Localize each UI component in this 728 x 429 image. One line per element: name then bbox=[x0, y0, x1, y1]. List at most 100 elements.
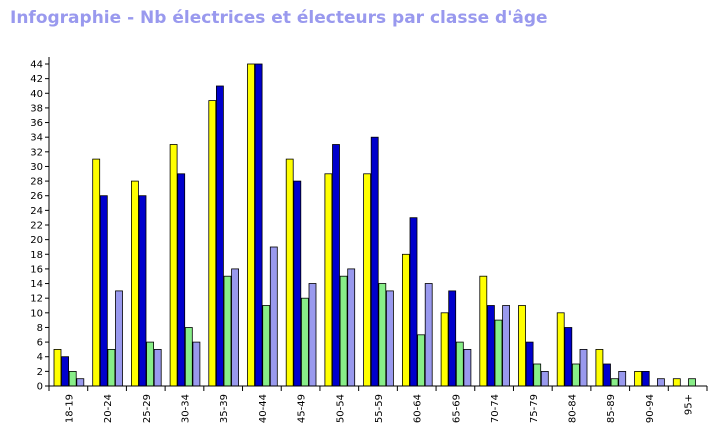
bar-25-29-s3 bbox=[153, 348, 162, 387]
bar-30-34-s1 bbox=[177, 173, 186, 387]
bar-20-24-s0 bbox=[92, 158, 101, 387]
bar-30-34-s2 bbox=[184, 327, 193, 387]
y-tick-label-24: 24 bbox=[30, 206, 43, 217]
bar-65-69-s0 bbox=[440, 312, 449, 387]
y-tick-label-2: 2 bbox=[37, 367, 43, 378]
bar-95+-s2 bbox=[688, 378, 696, 387]
bar-70-74-s3 bbox=[502, 305, 511, 387]
x-tick-label-35-39: 35-39 bbox=[219, 394, 230, 423]
x-tick-label-18-19: 18-19 bbox=[64, 394, 75, 423]
bar-50-54-s2 bbox=[339, 275, 348, 387]
y-tick-label-22: 22 bbox=[30, 221, 43, 232]
bar-80-84-s2 bbox=[572, 363, 580, 387]
bar-25-29-s0 bbox=[130, 180, 139, 387]
bar-85-89-s1 bbox=[603, 363, 611, 387]
bar-85-89-s0 bbox=[595, 348, 604, 387]
y-tick-label-38: 38 bbox=[30, 103, 43, 114]
bar-80-84-s1 bbox=[564, 327, 573, 387]
bars-layer bbox=[53, 63, 696, 387]
bar-70-74-s1 bbox=[486, 305, 495, 387]
y-tick-label-18: 18 bbox=[30, 250, 43, 261]
bar-25-29-s1 bbox=[138, 195, 147, 387]
x-tick-label-95+: 95+ bbox=[684, 394, 695, 415]
bar-35-39-s3 bbox=[231, 268, 240, 387]
bar-55-59-s1 bbox=[370, 136, 379, 387]
bar-95+-s0 bbox=[672, 378, 681, 387]
x-tick-label-65-69: 65-69 bbox=[451, 394, 462, 423]
y-tick-label-26: 26 bbox=[30, 191, 43, 202]
bar-20-24-s1 bbox=[99, 195, 108, 387]
bar-30-34-s0 bbox=[169, 144, 178, 387]
bar-60-64-s2 bbox=[417, 334, 426, 387]
bar-35-39-s2 bbox=[223, 275, 232, 387]
bar-20-24-s2 bbox=[107, 348, 116, 387]
bar-75-79-s0 bbox=[518, 305, 526, 387]
bar-50-54-s0 bbox=[324, 173, 333, 387]
bar-55-59-s2 bbox=[378, 283, 387, 387]
y-tick-label-34: 34 bbox=[30, 133, 43, 144]
x-tick-label-45-49: 45-49 bbox=[297, 394, 308, 423]
x-tick-label-55-59: 55-59 bbox=[374, 394, 385, 423]
bar-45-49-s0 bbox=[285, 158, 294, 387]
bar-60-64-s1 bbox=[409, 217, 418, 387]
bar-65-69-s3 bbox=[463, 348, 472, 387]
bar-35-39-s0 bbox=[208, 100, 217, 387]
bar-18-19-s2 bbox=[68, 370, 77, 387]
bar-90-94-s0 bbox=[634, 370, 642, 387]
bar-50-54-s1 bbox=[332, 144, 340, 387]
bar-65-69-s2 bbox=[455, 341, 464, 387]
x-tick-label-25-29: 25-29 bbox=[142, 394, 153, 423]
bar-40-44-s2 bbox=[262, 305, 271, 387]
x-tick-label-20-24: 20-24 bbox=[103, 394, 114, 423]
bar-18-19-s0 bbox=[53, 348, 62, 387]
y-tick-label-6: 6 bbox=[37, 338, 43, 349]
bar-75-79-s1 bbox=[525, 341, 534, 387]
chart-title: Infographie - Nb électrices et électeurs… bbox=[10, 8, 548, 28]
y-tick-label-32: 32 bbox=[30, 147, 43, 158]
bar-80-84-s3 bbox=[579, 348, 588, 387]
bar-40-44-s1 bbox=[254, 63, 263, 387]
bar-70-74-s0 bbox=[479, 275, 488, 387]
bar-55-59-s0 bbox=[363, 173, 372, 387]
y-tick-label-30: 30 bbox=[30, 162, 43, 173]
y-tick-label-28: 28 bbox=[30, 177, 43, 188]
x-tick-label-40-44: 40-44 bbox=[258, 394, 269, 423]
bar-90-94-s1 bbox=[641, 370, 650, 387]
x-tick-label-85-89: 85-89 bbox=[606, 394, 617, 423]
x-tick-label-60-64: 60-64 bbox=[413, 394, 424, 423]
x-tick-label-80-84: 80-84 bbox=[568, 394, 579, 423]
y-tick-label-42: 42 bbox=[30, 74, 43, 85]
bar-18-19-s1 bbox=[61, 356, 69, 387]
bar-25-29-s2 bbox=[146, 341, 155, 387]
y-tick-label-16: 16 bbox=[30, 264, 43, 275]
y-tick-label-8: 8 bbox=[37, 323, 43, 334]
bar-30-34-s3 bbox=[192, 341, 201, 387]
x-tick-label-70-74: 70-74 bbox=[490, 394, 501, 423]
bar-75-79-s2 bbox=[533, 363, 542, 387]
bar-60-64-s0 bbox=[401, 253, 410, 387]
bar-45-49-s3 bbox=[308, 283, 317, 387]
x-tick-label-50-54: 50-54 bbox=[335, 394, 346, 423]
bar-40-44-s0 bbox=[247, 63, 255, 387]
x-tick-label-75-79: 75-79 bbox=[529, 394, 540, 423]
y-tick-label-12: 12 bbox=[30, 294, 43, 305]
y-axis: 0246810121416182022242628303234363840424… bbox=[30, 57, 50, 393]
bar-90-94-s3 bbox=[657, 378, 665, 387]
bar-65-69-s1 bbox=[448, 290, 457, 387]
y-tick-label-4: 4 bbox=[37, 352, 43, 363]
x-axis: 18-19 20-24 25-29 30-34 35-39 40-44 45-49 50-54… bbox=[48, 385, 708, 423]
y-tick-label-44: 44 bbox=[30, 60, 43, 71]
y-tick-label-10: 10 bbox=[30, 308, 43, 319]
bar-80-84-s0 bbox=[556, 312, 565, 387]
bar-60-64-s3 bbox=[424, 283, 433, 387]
bar-85-89-s3 bbox=[618, 370, 627, 387]
bar-85-89-s2 bbox=[610, 378, 619, 387]
y-tick-label-0: 0 bbox=[37, 382, 43, 393]
bar-50-54-s3 bbox=[347, 268, 356, 387]
bar-45-49-s2 bbox=[300, 297, 309, 387]
bar-35-39-s1 bbox=[215, 85, 224, 387]
bar-55-59-s3 bbox=[385, 290, 394, 387]
y-tick-label-14: 14 bbox=[30, 279, 43, 290]
bar-40-44-s3 bbox=[269, 246, 278, 387]
